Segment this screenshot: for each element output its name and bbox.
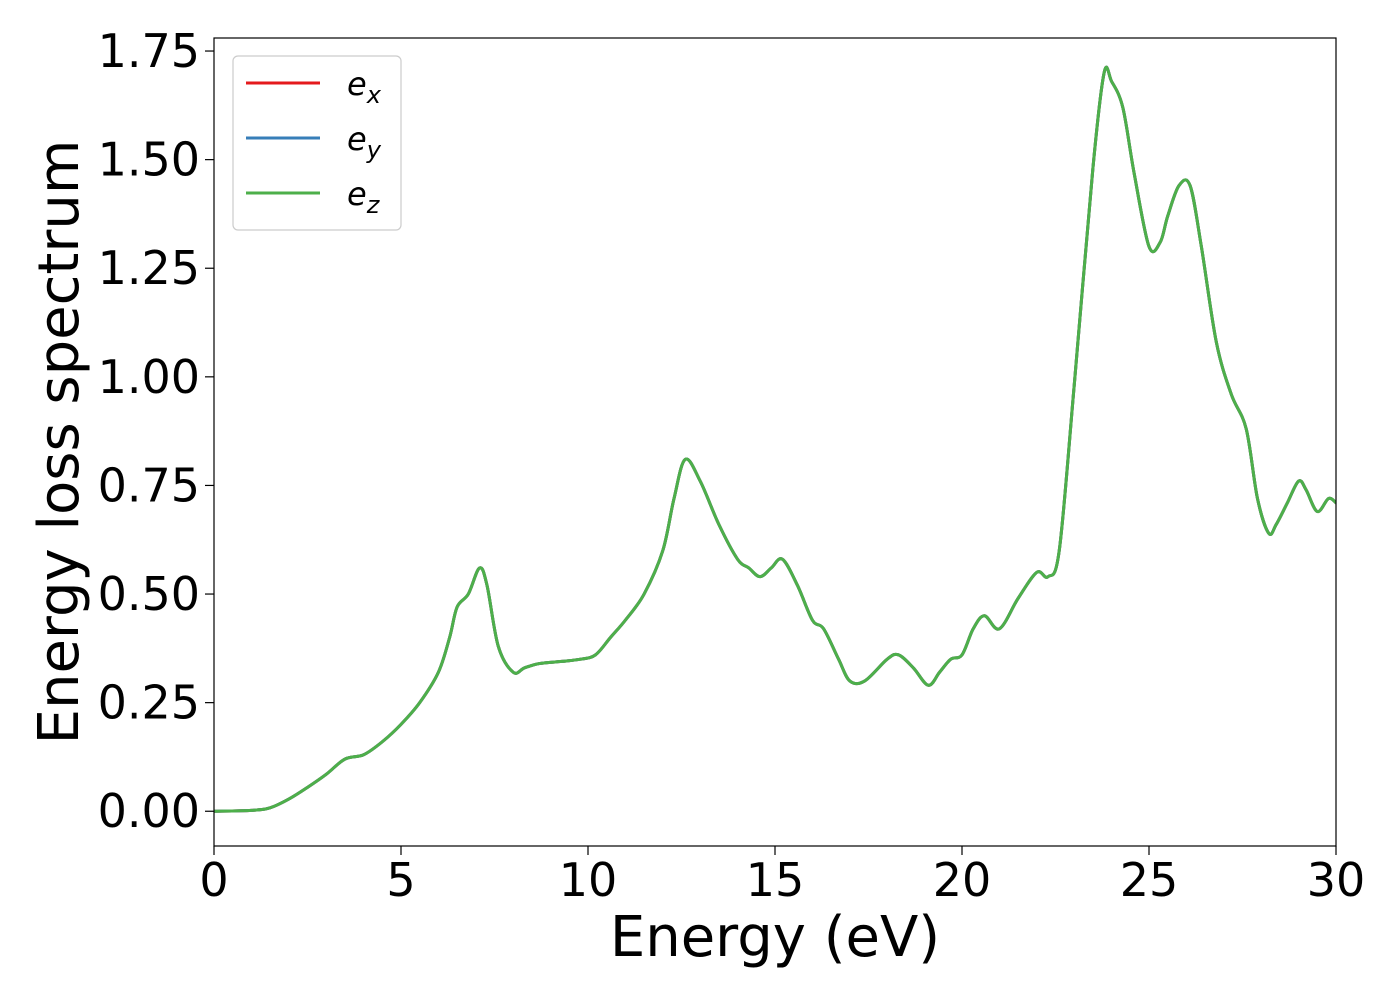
x-axis-title: Energy (eV) [610, 905, 940, 970]
legend-label-ex: ex [347, 65, 382, 109]
y-tick-label: 1.00 [98, 350, 200, 404]
legend-label-ey: ey [347, 120, 382, 164]
y-axis-title: Energy loss spectrum [27, 140, 92, 745]
x-tick-label: 0 [199, 853, 228, 907]
y-tick-label: 1.25 [98, 241, 200, 295]
x-tick-label: 10 [559, 853, 618, 907]
x-tick-label: 30 [1307, 853, 1366, 907]
legend: ex ey ez [232, 55, 402, 231]
y-tick-label: 1.50 [98, 133, 200, 187]
x-axis: 0 5 10 15 20 25 30 [199, 846, 1365, 907]
legend-label-ez: ez [347, 175, 381, 219]
legend-frame [232, 55, 402, 231]
x-tick-label: 15 [746, 853, 805, 907]
y-axis: 0.00 0.25 0.50 0.75 1.00 1.25 1.50 1.75 [98, 24, 214, 838]
y-tick-label: 0.25 [98, 676, 200, 730]
x-tick-label: 5 [386, 853, 415, 907]
y-tick-label: 1.75 [98, 24, 200, 78]
y-tick-label: 0.00 [98, 784, 200, 838]
series-layer [214, 65, 1336, 813]
x-tick-label: 25 [1120, 853, 1179, 907]
y-tick-label: 0.50 [98, 567, 200, 621]
series-line-e-z [214, 65, 1336, 813]
x-tick-label: 20 [933, 853, 992, 907]
y-tick-label: 0.75 [98, 458, 200, 512]
